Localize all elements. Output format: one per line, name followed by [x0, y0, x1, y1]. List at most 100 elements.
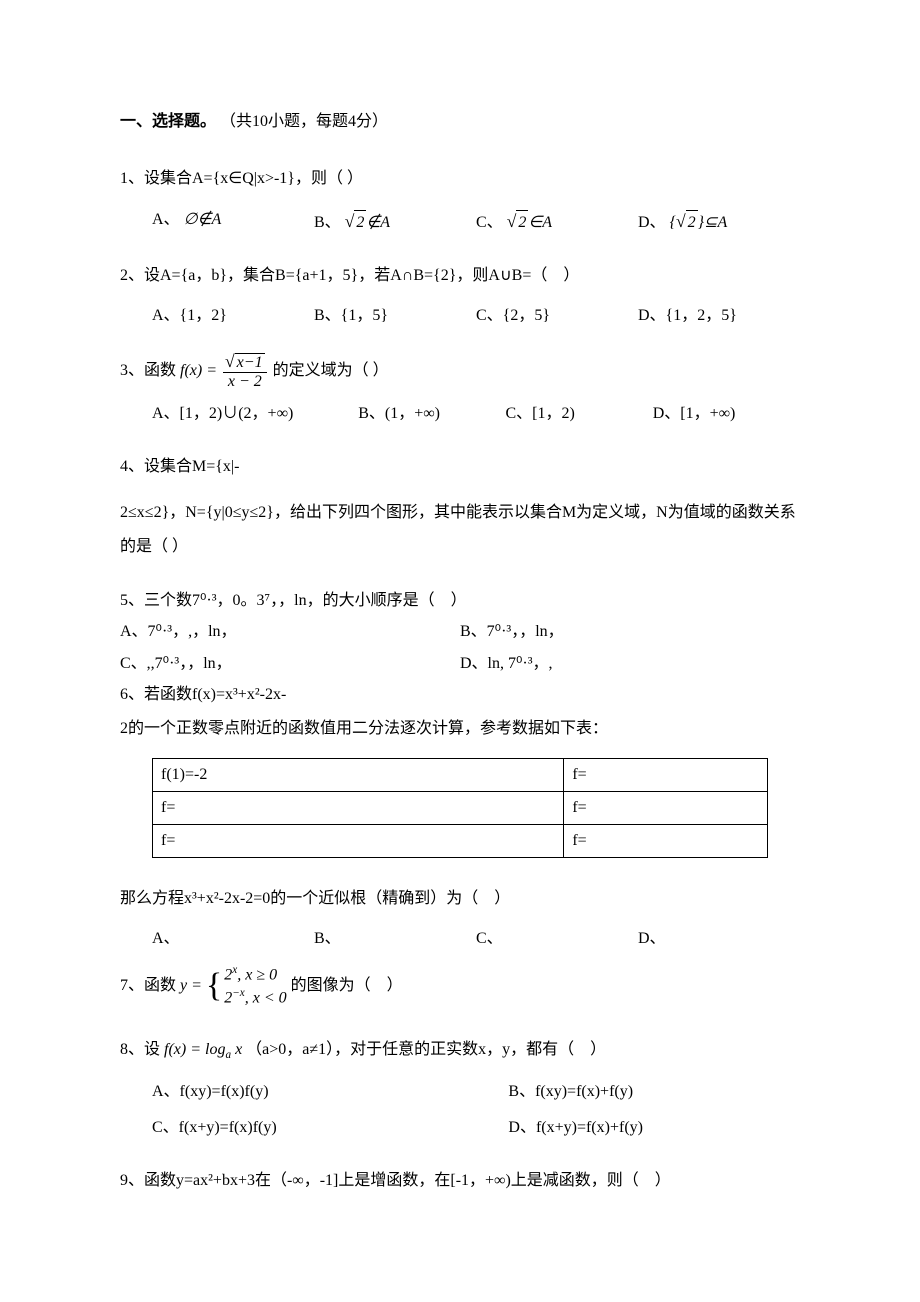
q3-post: 的定义域为（ ）	[273, 362, 389, 379]
q6-table: f(1)=-2 f= f= f= f= f=	[152, 758, 768, 858]
q5-stem: 5、三个数7⁰·³，0。3⁷，，ln，的大小顺序是（ ）	[120, 587, 800, 614]
q8-pre: 8、设	[120, 1041, 164, 1058]
q1-b-set: A	[380, 214, 390, 231]
q6-cell-1-1: f=	[564, 791, 768, 824]
q6-opt-b: B、	[314, 927, 476, 951]
q5-options-ab: A、7⁰·³，,，ln， B、7⁰·³，，ln，	[120, 618, 800, 645]
q6-cell-2-1: f=	[564, 824, 768, 857]
subset-icon: ⊆	[704, 214, 717, 231]
element-of-icon: ∈	[528, 214, 542, 231]
q1-b-radicand: 2	[354, 210, 366, 235]
q8-opt-c: C、f(x+y)=f(x)f(y)	[152, 1116, 508, 1140]
table-row: f(1)=-2 f=	[153, 758, 768, 791]
q7-stem: 7、函数 y = { 2x, x ≥ 0 2−x, x < 0 的图像为（ ）	[120, 963, 800, 1009]
q6-opt-c: C、	[476, 927, 638, 951]
q1-b-expr: √2∉A	[345, 214, 390, 231]
q2-opt-c: C、{2，5}	[476, 304, 638, 328]
section-title: 一、选择题。	[120, 113, 216, 130]
q7-pre: 7、函数	[120, 977, 180, 994]
q8-post: （a>0，a≠1），对于任意的正实数x，y，都有（ ）	[246, 1041, 606, 1058]
q2-opt-b: B、{1，5}	[314, 304, 476, 328]
q1-opt-c: C、 √2∈A	[476, 208, 638, 235]
table-row: f= f=	[153, 824, 768, 857]
q8-options-ab: A、f(xy)=f(x)f(y) B、f(xy)=f(x)+f(y)	[120, 1080, 800, 1104]
q5-opt-b: B、7⁰·³，，ln，	[460, 618, 800, 645]
question-5: 5、三个数7⁰·³，0。3⁷，，ln，的大小顺序是（ ） A、7⁰·³，,，ln…	[120, 587, 800, 677]
q8-stem: 8、设 f(x) = loga x （a>0，a≠1），对于任意的正实数x，y，…	[120, 1033, 800, 1068]
q8-opt-a: A、f(xy)=f(x)f(y)	[152, 1080, 508, 1104]
q6-after: 那么方程x³+x²-2x-2=0的一个近似根（精确到）为（ ）	[120, 882, 800, 916]
q1-d-label: D、	[638, 214, 666, 231]
q6-cell-1-0: f=	[153, 791, 564, 824]
q6-options: A、 B、 C、 D、	[120, 927, 800, 951]
q3-opt-c: C、[1，2)	[505, 402, 652, 426]
q6-cell-0-1: f=	[564, 758, 768, 791]
empty-set-icon: ∅	[184, 211, 198, 228]
q3-opt-b: B、(1，+∞)	[358, 402, 505, 426]
q6-stem2: 2的一个正数零点附近的函数值用二分法逐次计算，参考数据如下表：	[120, 712, 800, 746]
q8-fx: f(x) = loga x	[164, 1041, 242, 1058]
question-4: 4、设集合M={x|- 2≤x≤2}，N={y|0≤y≤2}，给出下列四个图形，…	[120, 450, 800, 563]
q3-stem: 3、函数 f(x) = √x−1 x − 2 的定义域为（ ）	[120, 352, 800, 390]
question-3: 3、函数 f(x) = √x−1 x − 2 的定义域为（ ） A、[1，2)∪…	[120, 352, 800, 426]
q1-d-radicand: 2	[686, 210, 698, 235]
q7-case1: 2x, x ≥ 0	[224, 963, 286, 986]
q2-opt-d: D、{1，2，5}	[638, 304, 800, 328]
q1-opt-b: B、 √2∉A	[314, 208, 476, 235]
q1-c-radicand: 2	[516, 210, 528, 235]
q1-c-set: A	[542, 214, 552, 231]
q5-options-cd: C、,,7⁰·³，，ln， D、ln, 7⁰·³，,	[120, 650, 800, 677]
q9-stem: 9、函数y=ax²+bx+3在（-∞，-1]上是增函数，在[-1，+∞)上是减函…	[120, 1164, 800, 1198]
q8-opt-d: D、f(x+y)=f(x)+f(y)	[508, 1116, 800, 1140]
q3-pre: 3、函数	[120, 362, 180, 379]
q8-options-cd: C、f(x+y)=f(x)f(y) D、f(x+y)=f(x)+f(y)	[120, 1116, 800, 1140]
notin-icon: ∉	[198, 211, 212, 228]
q1-opt-d: D、 {√2}⊆A	[638, 208, 800, 235]
q1-a-expr: ∅∉A	[184, 211, 222, 228]
q1-b-label: B、	[314, 214, 341, 231]
q2-opt-a: A、{1，2}	[152, 304, 314, 328]
table-row: f= f=	[153, 791, 768, 824]
q4-line2: 2≤x≤2}，N={y|0≤y≤2}，给出下列四个图形，其中能表示以集合M为定义…	[120, 496, 800, 563]
q1-c-expr: √2∈A	[507, 214, 552, 231]
question-9: 9、函数y=ax²+bx+3在（-∞，-1]上是增函数，在[-1，+∞)上是减函…	[120, 1164, 800, 1198]
q1-a-label: A、	[152, 211, 180, 228]
q6-opt-a: A、	[152, 927, 314, 951]
q3-opt-a: A、[1，2)∪(2，+∞)	[152, 402, 358, 426]
q6-stem1: 6、若函数f(x)=x³+x²-2x-	[120, 681, 800, 708]
q3-opt-d: D、[1，+∞)	[653, 402, 800, 426]
q1-d-set: A	[717, 214, 727, 231]
q6-opt-d: D、	[638, 927, 800, 951]
question-2: 2、设A={a，b}，集合B={a+1，5}，若A∩B={2}，则A∪B=（ ）…	[120, 259, 800, 329]
q7-post: 的图像为（ ）	[291, 977, 403, 994]
q1-c-label: C、	[476, 214, 503, 231]
q1-d-expr: {√2}⊆A	[670, 214, 728, 231]
q4-line1: 4、设集合M={x|-	[120, 450, 800, 484]
notin-icon: ∉	[366, 214, 380, 231]
q7-case2: 2−x, x < 0	[224, 986, 286, 1009]
question-1: 1、设集合A={x∈Q|x>-1}，则（ ） A、 ∅∉A B、 √2∉A C、…	[120, 162, 800, 235]
section-subtitle: （共10小题，每题4分）	[220, 113, 388, 130]
q1-stem: 1、设集合A={x∈Q|x>-1}，则（ ）	[120, 162, 800, 196]
q6-cell-2-0: f=	[153, 824, 564, 857]
q2-options: A、{1，2} B、{1，5} C、{2，5} D、{1，2，5}	[120, 304, 800, 328]
q3-numerator-rad: x−1	[235, 353, 265, 372]
q3-fx: f(x) =	[180, 362, 217, 379]
q1-options: A、 ∅∉A B、 √2∉A C、 √2∈A D、 {√2}⊆A	[120, 208, 800, 235]
q8-opt-b: B、f(xy)=f(x)+f(y)	[508, 1080, 800, 1104]
question-7: 7、函数 y = { 2x, x ≥ 0 2−x, x < 0 的图像为（ ）	[120, 963, 800, 1009]
q2-stem: 2、设A={a，b}，集合B={a+1，5}，若A∩B={2}，则A∪B=（ ）	[120, 259, 800, 293]
section-header: 一、选择题。 （共10小题，每题4分）	[120, 110, 800, 134]
q3-denominator: x − 2	[223, 373, 267, 391]
q5-opt-a: A、7⁰·³，,，ln，	[120, 618, 460, 645]
question-8: 8、设 f(x) = loga x （a>0，a≠1），对于任意的正实数x，y，…	[120, 1033, 800, 1140]
q7-yeq: y =	[180, 977, 202, 994]
left-brace-icon: {	[206, 969, 222, 1003]
q1-opt-a: A、 ∅∉A	[152, 208, 314, 235]
question-6: 6、若函数f(x)=x³+x²-2x- 2的一个正数零点附近的函数值用二分法逐次…	[120, 681, 800, 951]
q3-options: A、[1，2)∪(2，+∞) B、(1，+∞) C、[1，2) D、[1，+∞)	[120, 402, 800, 426]
q5-opt-d: D、ln, 7⁰·³，,	[460, 650, 800, 677]
q1-a-set: A	[211, 211, 221, 228]
q6-cell-0-0: f(1)=-2	[153, 758, 564, 791]
q5-opt-c: C、,,7⁰·³，，ln，	[120, 650, 460, 677]
